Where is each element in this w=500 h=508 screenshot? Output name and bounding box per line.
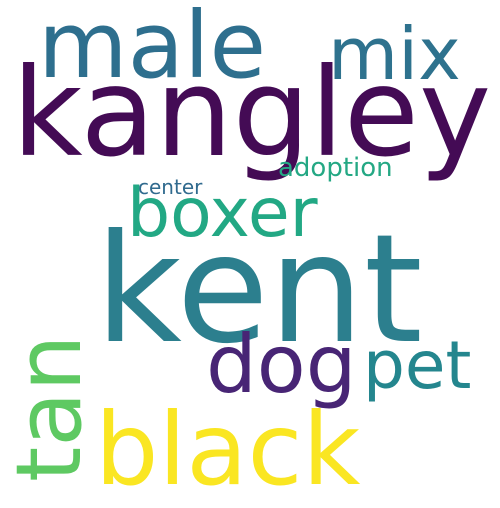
word-black: black — [95, 391, 361, 508]
word-pet: pet — [363, 327, 472, 404]
word-dog: dog — [206, 318, 357, 411]
word-mix: mix — [328, 12, 461, 96]
word-adoption: adoption — [278, 153, 393, 183]
word-boxer: boxer — [127, 174, 318, 253]
word-kent: kent — [95, 203, 423, 377]
word-kangley: kangley — [12, 42, 492, 184]
word-male: male — [38, 0, 267, 99]
word-tan: tan — [0, 334, 102, 482]
word-center: center — [138, 175, 203, 199]
